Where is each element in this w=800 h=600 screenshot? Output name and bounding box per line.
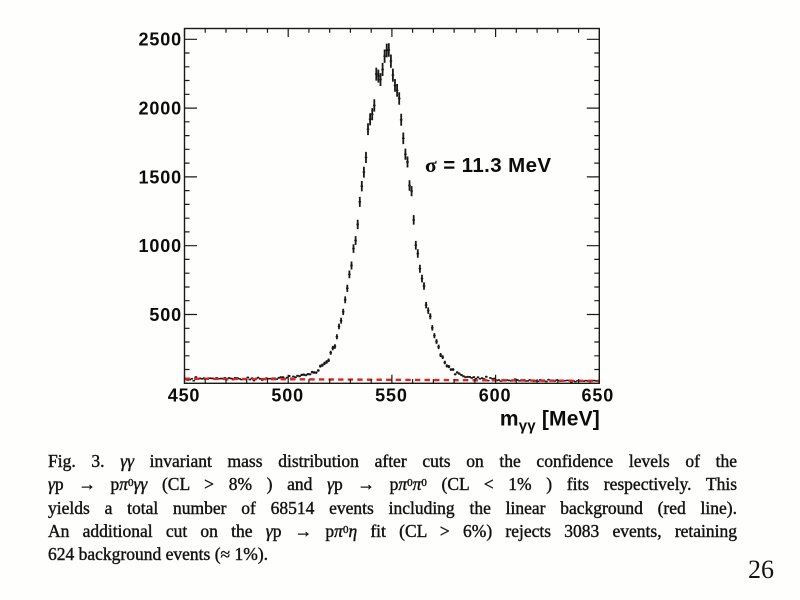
svg-text:1500: 1500 (139, 167, 182, 187)
svg-text:550: 550 (375, 386, 408, 406)
svg-text:σ = 11.3 MeV: σ = 11.3 MeV (425, 153, 552, 177)
svg-text:1000: 1000 (139, 236, 182, 256)
svg-text:500: 500 (271, 386, 304, 406)
svg-text:450: 450 (168, 386, 201, 406)
svg-text:2000: 2000 (139, 99, 182, 119)
svg-text:2500: 2500 (139, 30, 182, 50)
svg-text:650: 650 (582, 386, 615, 406)
svg-text:mγγ [MeV]: mγγ [MeV] (500, 408, 600, 435)
svg-text:600: 600 (479, 386, 512, 406)
svg-text:500: 500 (149, 305, 182, 325)
